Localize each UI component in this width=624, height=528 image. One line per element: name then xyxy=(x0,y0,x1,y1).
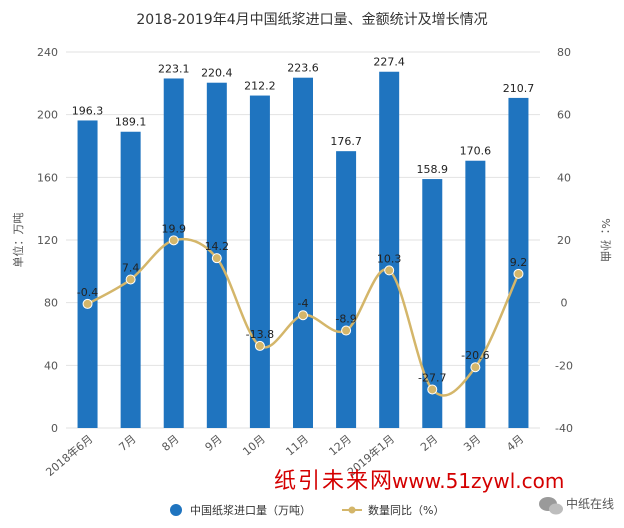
line-point xyxy=(168,235,179,246)
x-tick: 2月 xyxy=(418,432,440,454)
legend-marker-bar xyxy=(170,504,182,516)
line-point xyxy=(384,265,395,276)
bar-data-label: 176.7 xyxy=(330,135,362,148)
line-point xyxy=(82,298,93,309)
bar-data-label: 212.2 xyxy=(244,80,276,93)
line-point xyxy=(211,253,222,264)
bar xyxy=(508,97,529,429)
line-data-label: -27.7 xyxy=(418,371,446,384)
bar-data-label: 170.6 xyxy=(460,145,492,158)
y-tick-left: 160 xyxy=(37,171,58,184)
x-tick: 2018年6月 xyxy=(43,432,96,479)
legend-marker-line-point xyxy=(348,506,356,514)
line-data-label: 9.2 xyxy=(510,256,528,269)
line-point xyxy=(125,274,136,285)
y-tick-right: -40 xyxy=(555,422,573,435)
x-tick: 9月 xyxy=(203,432,225,454)
bar-data-label: 223.1 xyxy=(158,62,190,75)
line-data-label: -13.8 xyxy=(246,328,274,341)
y-axis-left-ticks: 0 40 80 120 160 200 240 xyxy=(37,46,58,435)
legend-label-bar: 中国纸浆进口量（万吨） xyxy=(190,503,311,517)
line-data-labels: -0.4 7.4 19.9 14.2 -13.8 -4 -8.9 10.3 -27.7 -20.6… xyxy=(77,222,527,384)
bar xyxy=(249,95,270,428)
line-point xyxy=(427,384,438,395)
line-data-label: 19.9 xyxy=(161,222,186,235)
y-tick-left: 240 xyxy=(37,46,58,59)
bar xyxy=(293,77,313,429)
legend: 中国纸浆进口量（万吨） 数量同比（%） xyxy=(170,503,444,517)
bar xyxy=(77,120,98,429)
y-tick-left: 200 xyxy=(37,109,58,122)
bar-series xyxy=(77,71,529,429)
line-data-label: -0.4 xyxy=(77,286,98,299)
y-tick-right: 0 xyxy=(561,297,568,310)
wechat-icon xyxy=(539,497,563,515)
x-tick: 8月 xyxy=(160,432,182,454)
bar xyxy=(422,179,443,428)
y-tick-left: 80 xyxy=(44,297,58,310)
bar-data-label: 223.6 xyxy=(287,62,319,75)
bar-data-label: 158.9 xyxy=(417,163,449,176)
legend-label-line: 数量同比（%） xyxy=(368,504,444,517)
bar-data-labels: 196.3 189.1 223.1 220.4 212.2 223.6 176.7 227.4… xyxy=(72,56,534,176)
brand-name: 中纸在线 xyxy=(566,496,614,511)
y-tick-right: 80 xyxy=(557,46,571,59)
bar xyxy=(336,151,357,429)
y-tick-right: -20 xyxy=(555,359,573,372)
x-tick: 10月 xyxy=(240,432,268,458)
bar xyxy=(465,160,486,428)
y-tick-left: 0 xyxy=(51,422,58,435)
bar-data-label: 210.7 xyxy=(503,82,535,95)
x-tick: 3月 xyxy=(461,432,483,454)
bar-data-label: 220.4 xyxy=(201,67,233,80)
line-point xyxy=(513,268,524,279)
bar xyxy=(163,78,184,428)
line-data-label: -4 xyxy=(298,297,309,310)
y-tick-left: 120 xyxy=(37,234,58,247)
line-point xyxy=(470,362,481,373)
y-tick-right: 40 xyxy=(557,171,571,184)
bar-data-label: 227.4 xyxy=(373,56,405,69)
line-data-label: -20.6 xyxy=(461,349,489,362)
line-data-label: 7.4 xyxy=(122,261,140,274)
bar-data-label: 189.1 xyxy=(115,116,147,129)
line-point xyxy=(254,340,265,351)
bar-data-label: 196.3 xyxy=(72,104,104,117)
x-tick: 4月 xyxy=(504,432,526,454)
watermark-url: www.51zywl.com xyxy=(392,469,564,493)
y-tick-right: 20 xyxy=(557,234,571,247)
x-tick: 7月 xyxy=(116,432,138,454)
line-point xyxy=(341,325,352,336)
chart-title: 2018-2019年4月中国纸浆进口量、金额统计及增长情况 xyxy=(136,12,487,28)
watermark-site: 纸引未来网 xyxy=(274,469,394,494)
line-series xyxy=(82,235,524,397)
x-tick: 12月 xyxy=(327,432,355,458)
y-axis-left-label: 单位：万吨 xyxy=(11,213,25,268)
line-data-label: -8.9 xyxy=(335,313,356,326)
line-point xyxy=(298,310,308,321)
y-axis-right-label: %：孙曲 xyxy=(599,218,612,261)
y-axis-right-ticks: -40 -20 0 20 40 60 80 xyxy=(555,46,573,435)
y-tick-left: 40 xyxy=(44,359,58,372)
y-tick-right: 60 xyxy=(557,109,571,122)
watermark: 纸引未来网 www.51zywl.com 中纸在线 xyxy=(274,469,614,515)
line-data-label: 10.3 xyxy=(377,252,402,265)
bar xyxy=(379,71,400,429)
x-tick: 11月 xyxy=(283,432,311,458)
line-data-label: 14.2 xyxy=(205,240,230,253)
